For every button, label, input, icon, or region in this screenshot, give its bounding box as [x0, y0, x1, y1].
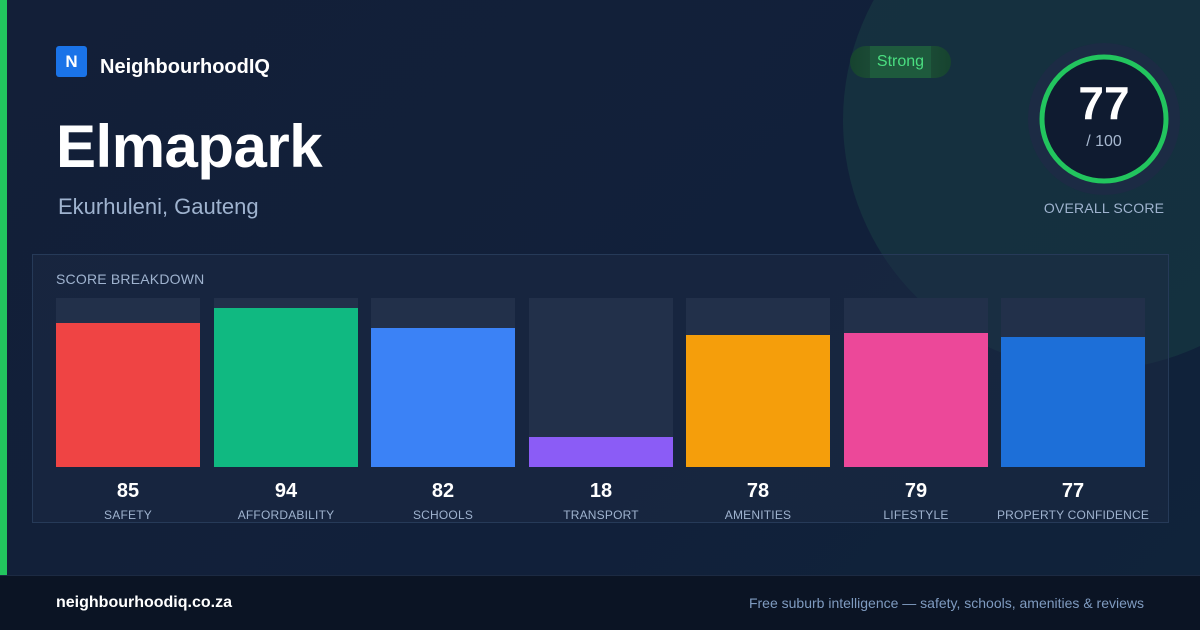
bar-fill: [56, 323, 200, 467]
footer: neighbourhoodiq.co.za Free suburb intell…: [0, 575, 1200, 630]
bar-label: SCHOOLS: [412, 508, 474, 522]
bar-label: LIFESTYLE: [883, 508, 949, 522]
bar-value: 85: [116, 480, 140, 502]
bar-value: 18: [589, 480, 613, 502]
bar-fill: [686, 335, 830, 467]
bar-label: AFFORDABILITY: [237, 508, 335, 522]
bar-track: [1001, 298, 1145, 467]
bar-track: [686, 298, 830, 467]
overall-score-label: OVERALL SCORE: [1043, 200, 1165, 216]
bar-value: 82: [431, 480, 455, 502]
bar-value: 94: [274, 480, 298, 502]
bar-fill: [844, 333, 988, 467]
logo-icon: N: [56, 46, 87, 77]
bar-fill: [529, 437, 673, 467]
share-card: N NeighbourhoodIQ Elmapark Ekurhuleni, G…: [0, 0, 1200, 575]
brand-name: NeighbourhoodIQ: [100, 56, 270, 78]
rating-label: Strong: [876, 53, 925, 70]
overall-score-ring: [1028, 43, 1180, 195]
bar-label: AMENITIES: [724, 508, 792, 522]
accent-bar: [0, 0, 7, 575]
footer-tagline: Free suburb intelligence — safety, schoo…: [748, 595, 1144, 611]
bar-value: 77: [1061, 480, 1085, 502]
bar-track: [529, 298, 673, 467]
suburb-location: Ekurhuleni, Gauteng: [58, 194, 259, 219]
bar-value: 79: [904, 480, 928, 502]
rating-badge: Strong: [850, 46, 951, 78]
bar-track: [56, 298, 200, 467]
overall-score-max: / 100: [1086, 133, 1122, 150]
suburb-title: Elmapark: [56, 113, 323, 180]
bar-fill: [371, 328, 515, 467]
bar-label: PROPERTY CONFIDENCE: [996, 508, 1150, 522]
bar-label: TRANSPORT: [563, 508, 639, 522]
bar-fill: [1001, 337, 1145, 467]
bar-track: [844, 298, 988, 467]
bar-label: SAFETY: [104, 508, 152, 522]
overall-score-value: 77: [1078, 77, 1130, 129]
bar-fill: [214, 308, 358, 467]
bar-track: [371, 298, 515, 467]
bar-value: 78: [746, 480, 770, 502]
bar-track: [214, 298, 358, 467]
score-breakdown-title: SCORE BREAKDOWN: [56, 271, 205, 287]
footer-domain: neighbourhoodiq.co.za: [56, 594, 232, 611]
